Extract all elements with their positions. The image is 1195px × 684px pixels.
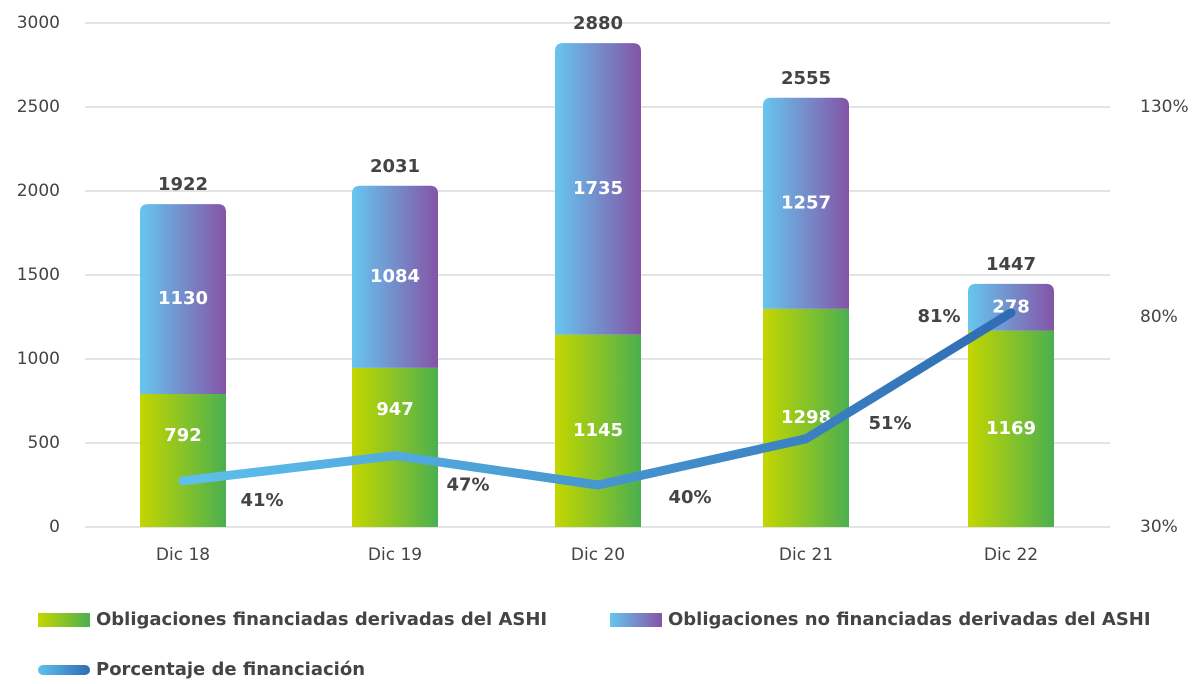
line bbox=[178, 308, 1016, 490]
bar-segment bbox=[968, 330, 1054, 527]
legend-label: Porcentaje de financiación bbox=[96, 659, 365, 680]
total-label: 1447 bbox=[986, 254, 1036, 275]
bar-value-label: 1145 bbox=[573, 420, 623, 441]
y-tick-label: 2000 bbox=[17, 181, 60, 201]
bar-segment bbox=[352, 367, 438, 527]
y-tick-label: 3000 bbox=[17, 13, 60, 33]
y-tick-label: 2500 bbox=[17, 97, 60, 117]
x-tick-label: Dic 20 bbox=[571, 545, 625, 565]
total-label: 1922 bbox=[158, 174, 208, 195]
bar-value-label: 1298 bbox=[781, 407, 831, 428]
bar-segment bbox=[763, 97, 849, 309]
y-tick-label: 500 bbox=[28, 433, 60, 453]
x-tick-label: Dic 18 bbox=[156, 545, 210, 565]
bar-value-label: 1169 bbox=[986, 418, 1036, 439]
bar-segment bbox=[555, 334, 641, 527]
total-label: 2880 bbox=[573, 13, 623, 34]
legend-label: Obligaciones financiadas derivadas del A… bbox=[96, 609, 547, 630]
line-value-label: 41% bbox=[240, 490, 283, 511]
bar-value-label: 1084 bbox=[370, 266, 420, 287]
bar-segment bbox=[140, 204, 226, 394]
bar-segment bbox=[968, 283, 1054, 331]
line-value-label: 47% bbox=[446, 475, 489, 496]
y-tick-label: 0 bbox=[49, 517, 60, 537]
x-tick-label: Dic 21 bbox=[779, 545, 833, 565]
legend-swatch bbox=[38, 665, 90, 675]
line-value-label: 51% bbox=[868, 413, 911, 434]
bar-value-label: 947 bbox=[376, 399, 414, 420]
y2-tick-label: 30% bbox=[1140, 517, 1178, 537]
x-tick-label: Dic 22 bbox=[984, 545, 1038, 565]
bar-value-label: 1130 bbox=[158, 288, 208, 309]
line-value-label: 81% bbox=[917, 306, 960, 327]
y2-tick-label: 130% bbox=[1140, 97, 1189, 117]
bar-segment bbox=[555, 43, 641, 335]
y-tick-label: 1000 bbox=[17, 349, 60, 369]
legend-swatch bbox=[610, 613, 662, 627]
bar-value-label: 278 bbox=[992, 296, 1030, 317]
total-label: 2555 bbox=[781, 68, 831, 89]
y-tick-label: 1500 bbox=[17, 265, 60, 285]
total-label: 2031 bbox=[370, 156, 420, 177]
line-value-label: 40% bbox=[668, 487, 711, 508]
bar-value-label: 792 bbox=[164, 425, 202, 446]
x-tick-label: Dic 19 bbox=[368, 545, 422, 565]
legend-label: Obligaciones no financiadas derivadas de… bbox=[668, 609, 1151, 630]
y2-tick-label: 80% bbox=[1140, 307, 1178, 327]
bar-value-label: 1257 bbox=[781, 192, 831, 213]
bar-value-label: 1735 bbox=[573, 178, 623, 199]
bar-segment bbox=[352, 185, 438, 368]
bar-segment bbox=[140, 393, 226, 527]
legend-swatch bbox=[38, 613, 90, 627]
